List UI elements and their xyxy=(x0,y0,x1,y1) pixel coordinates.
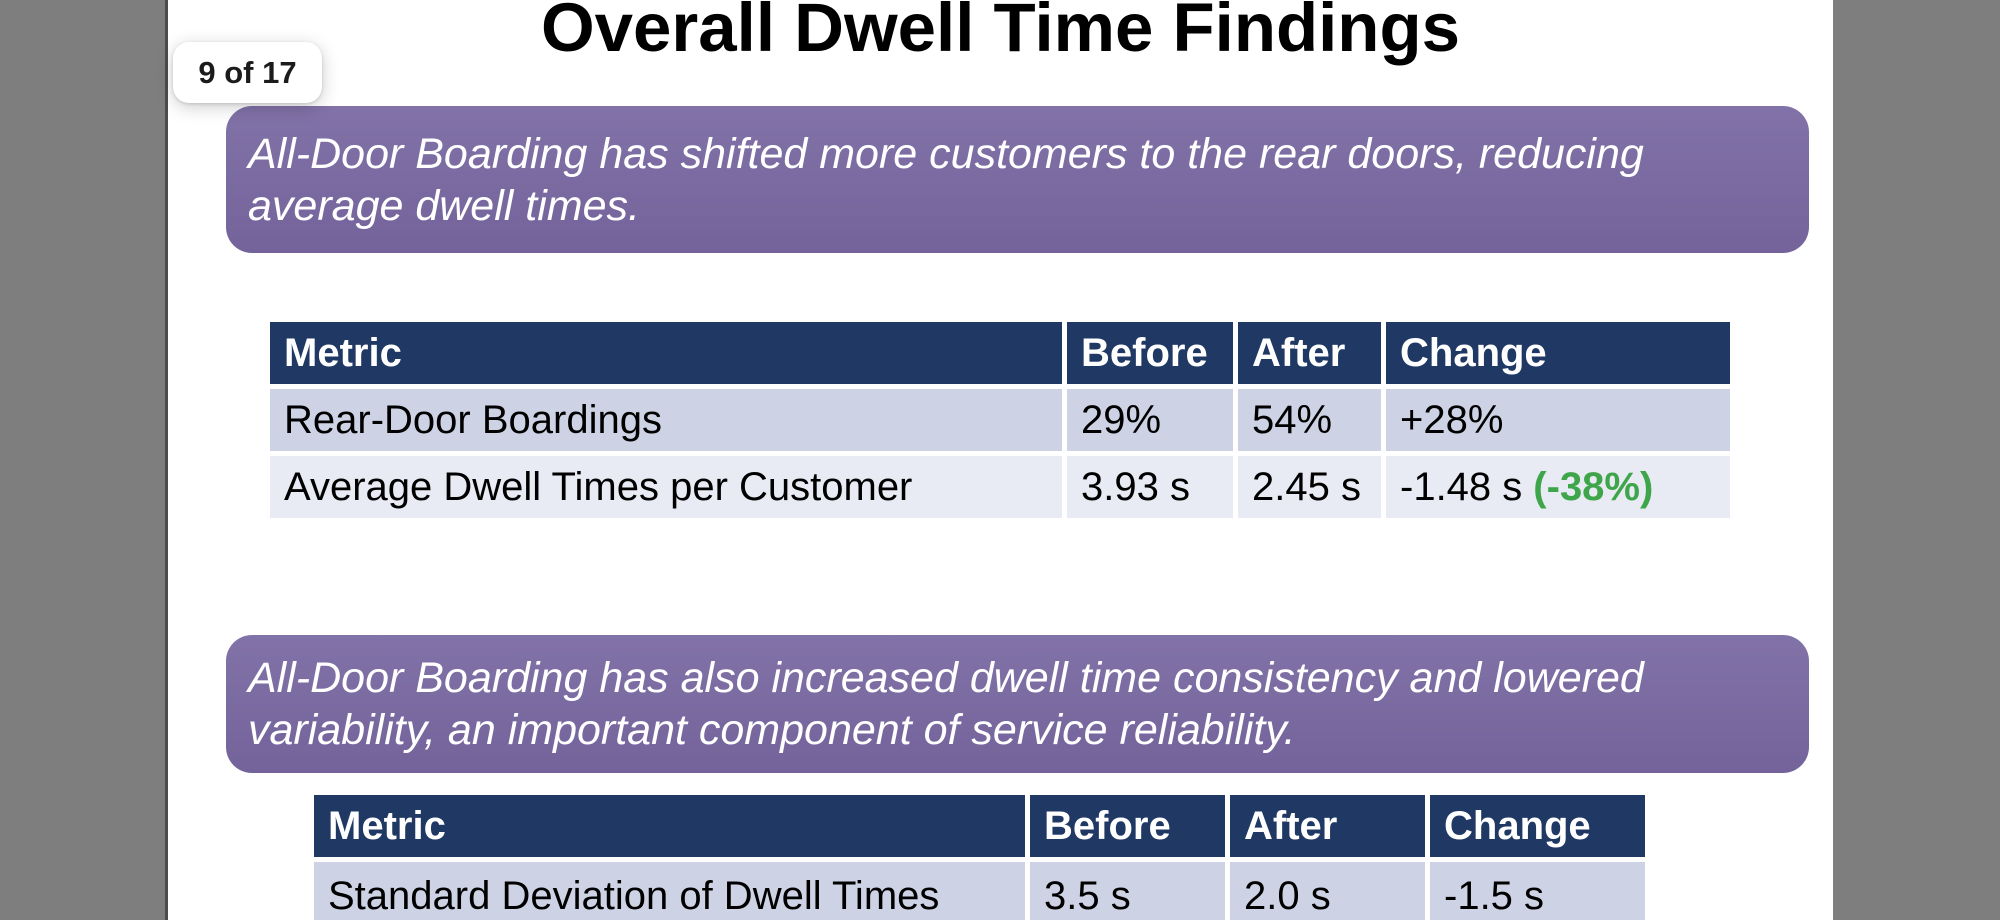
callout-rear-door-shift-text: All-Door Boarding has shifted more custo… xyxy=(248,129,1644,230)
table-header-metric: Metric xyxy=(314,795,1025,857)
table-header-change: Change xyxy=(1386,322,1730,384)
table-header-change: Change xyxy=(1430,795,1645,857)
cell-change: -1.5 s xyxy=(1430,862,1645,920)
change-value: +28% xyxy=(1400,397,1504,442)
cell-before: 3.93 s xyxy=(1067,456,1233,518)
table-header-after: After xyxy=(1230,795,1425,857)
callout-rear-door-shift: All-Door Boarding has shifted more custo… xyxy=(226,106,1809,253)
cell-change: -1.48 s (-38%) xyxy=(1386,456,1730,518)
table-header-before: Before xyxy=(1030,795,1225,857)
callout-dwell-consistency: All-Door Boarding has also increased dwe… xyxy=(226,635,1809,773)
table-header-metric: Metric xyxy=(270,322,1062,384)
table-header-after: After xyxy=(1238,322,1381,384)
cell-change: +28% xyxy=(1386,389,1730,451)
cell-metric: Rear-Door Boardings xyxy=(270,389,1062,451)
change-value: -1.5 s xyxy=(1444,873,1545,918)
dwell-time-variability-table: Metric Before After Change Standard Devi… xyxy=(314,795,1645,920)
callout-dwell-consistency-text: All-Door Boarding has also increased dwe… xyxy=(248,654,1644,754)
cell-before: 29% xyxy=(1067,389,1233,451)
page-indicator: 9 of 17 xyxy=(173,42,322,103)
cell-after: 2.0 s xyxy=(1230,862,1425,920)
change-percent-highlight: (-38%) xyxy=(1533,464,1654,509)
dwell-time-findings-table: Metric Before After Change Rear-Door Boa… xyxy=(270,322,1730,518)
cell-before: 3.5 s xyxy=(1030,862,1225,920)
cell-metric: Average Dwell Times per Customer xyxy=(270,456,1062,518)
page-indicator-label: 9 of 17 xyxy=(198,54,297,90)
slide-title: Overall Dwell Time Findings xyxy=(541,0,1460,66)
change-value: -1.48 s xyxy=(1400,464,1523,509)
document-page[interactable]: Overall Dwell Time Findings All-Door Boa… xyxy=(165,0,1833,920)
cell-after: 2.45 s xyxy=(1238,456,1381,518)
cell-after: 54% xyxy=(1238,389,1381,451)
table-header-before: Before xyxy=(1067,322,1233,384)
cell-metric: Standard Deviation of Dwell Times xyxy=(314,862,1025,920)
